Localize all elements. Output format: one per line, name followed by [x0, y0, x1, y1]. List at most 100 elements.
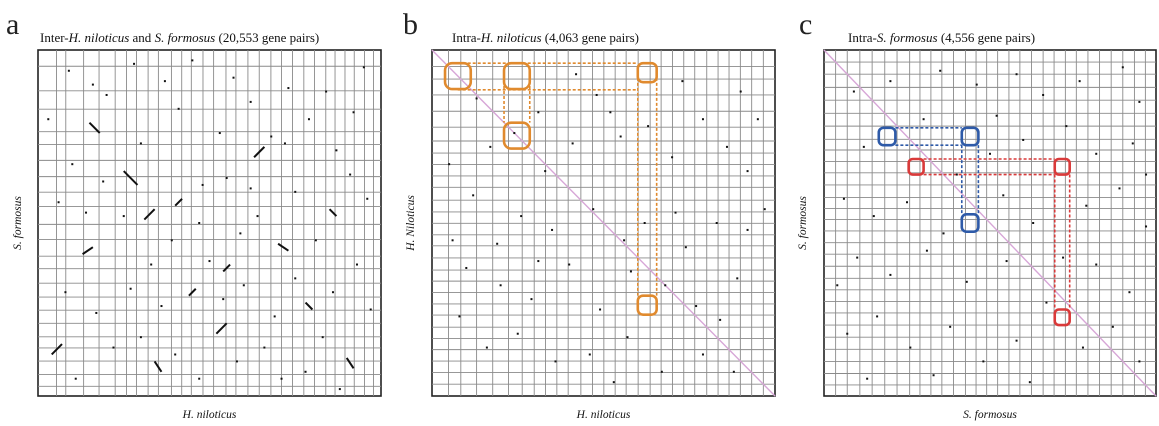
gene-pair-point	[177, 107, 180, 110]
synteny-segment	[88, 121, 101, 134]
gene-pair-point	[681, 80, 684, 83]
diagonal-line	[431, 49, 776, 397]
gene-pair-point	[139, 336, 142, 339]
gene-pair-point	[965, 280, 968, 283]
gene-pair-point	[249, 100, 252, 103]
duplication-highlight-box	[960, 126, 980, 147]
panel-letter-a: a	[6, 8, 19, 41]
gene-pair-point	[222, 298, 225, 301]
gene-pair-point	[74, 377, 77, 380]
gene-pair-point	[715, 222, 718, 224]
gene-pair-point	[852, 90, 855, 93]
duplication-highlight-box	[1053, 157, 1071, 176]
gene-pair-point	[989, 152, 991, 155]
gene-pair-point	[982, 360, 985, 363]
gene-pair-point	[922, 118, 925, 121]
title-part: S. formosus	[155, 30, 216, 45]
gene-pair-point	[256, 215, 259, 218]
gene-pair-point	[362, 66, 365, 69]
gene-pair-point	[355, 263, 358, 266]
gene-pair-point	[612, 381, 615, 384]
gene-pair-point	[150, 263, 153, 266]
gene-pair-point	[664, 284, 667, 287]
gene-pair-point	[537, 260, 540, 263]
gene-pair-point	[592, 208, 595, 211]
panel-c-title: Intra-S. formosus (4,556 gene pairs)	[848, 30, 1035, 45]
title-part: Intra-	[452, 30, 481, 45]
gene-pair-point	[909, 346, 912, 349]
synteny-segment	[82, 246, 94, 255]
gene-pair-point	[719, 318, 722, 321]
gene-pair-point	[1065, 125, 1068, 128]
gene-pair-point	[876, 315, 879, 318]
gene-pair-point	[235, 360, 238, 363]
gene-pair-point	[763, 208, 766, 211]
title-part: (20,553 gene pairs)	[215, 30, 319, 45]
gene-pair-point	[139, 142, 142, 145]
gene-pair-point	[1128, 291, 1131, 294]
gene-pair-point	[366, 197, 369, 200]
panel-b-ylabel: H. Niloticus	[405, 195, 417, 252]
gene-pair-point	[674, 211, 677, 214]
title-part: and	[129, 30, 154, 45]
title-part: Inter-	[40, 30, 69, 45]
gene-pair-point	[1131, 142, 1134, 145]
title-part: (4,556 gene pairs)	[938, 30, 1035, 45]
gene-pair-point	[198, 222, 201, 224]
title-part: H. niloticus	[480, 30, 542, 45]
gene-pair-point	[239, 232, 242, 235]
gene-pair-point	[889, 273, 892, 276]
synteny-segment	[153, 360, 163, 373]
gene-pair-point	[1028, 381, 1031, 384]
gene-pair-point	[280, 377, 283, 380]
gene-pair-point	[294, 190, 297, 193]
gene-pair-point	[955, 173, 958, 176]
gene-pair-point	[472, 194, 475, 197]
gene-pair-point	[1081, 346, 1084, 349]
diagonal-line	[823, 49, 1157, 397]
gene-pair-point	[122, 215, 125, 218]
panel-letter-c: c	[799, 8, 812, 41]
gene-pair-point	[756, 118, 759, 121]
gene-pair-point	[1042, 93, 1045, 96]
synteny-segment	[51, 343, 63, 356]
gene-pair-point	[609, 111, 612, 114]
synteny-segment	[345, 357, 355, 369]
gene-pair-point	[701, 353, 704, 356]
gene-pair-point	[1145, 225, 1148, 228]
gene-pair-point	[516, 332, 519, 335]
panel-b-title: Intra-H. niloticus (4,063 gene pairs)	[452, 30, 639, 45]
synteny-segment	[174, 198, 183, 207]
panel-c-plot-area	[823, 49, 1157, 397]
gene-pair-point	[287, 87, 290, 90]
gene-pair-point	[725, 145, 728, 148]
gene-pair-point	[842, 197, 845, 200]
gene-pair-point	[270, 135, 273, 138]
gene-pair-point	[91, 83, 94, 86]
gene-pair-point	[283, 142, 286, 145]
duplication-highlight-box	[907, 157, 925, 176]
gene-pair-point	[465, 266, 468, 269]
gene-pair-point	[129, 287, 132, 290]
duplication-highlight-box	[636, 294, 658, 316]
gene-pair-point	[1138, 360, 1141, 363]
synteny-segment	[143, 208, 156, 221]
synteny-segment	[222, 263, 231, 273]
panel-c-ylabel: S. formosus	[797, 196, 809, 250]
gene-pair-point	[263, 346, 266, 349]
duplication-highlight-box	[502, 121, 532, 150]
gene-pair-point	[701, 118, 704, 121]
gene-pair-point	[174, 353, 177, 356]
gene-pair-point	[872, 215, 875, 218]
synteny-segment	[215, 322, 228, 335]
gene-pair-point	[499, 284, 502, 287]
gene-pair-point	[451, 239, 454, 242]
gene-pair-point	[588, 353, 591, 356]
gene-pair-point	[568, 263, 571, 266]
gene-pair-point	[520, 215, 523, 218]
title-part: Intra-	[848, 30, 877, 45]
gene-pair-point	[57, 201, 60, 204]
gene-pair-point	[746, 170, 749, 173]
synteny-segment	[304, 301, 314, 311]
